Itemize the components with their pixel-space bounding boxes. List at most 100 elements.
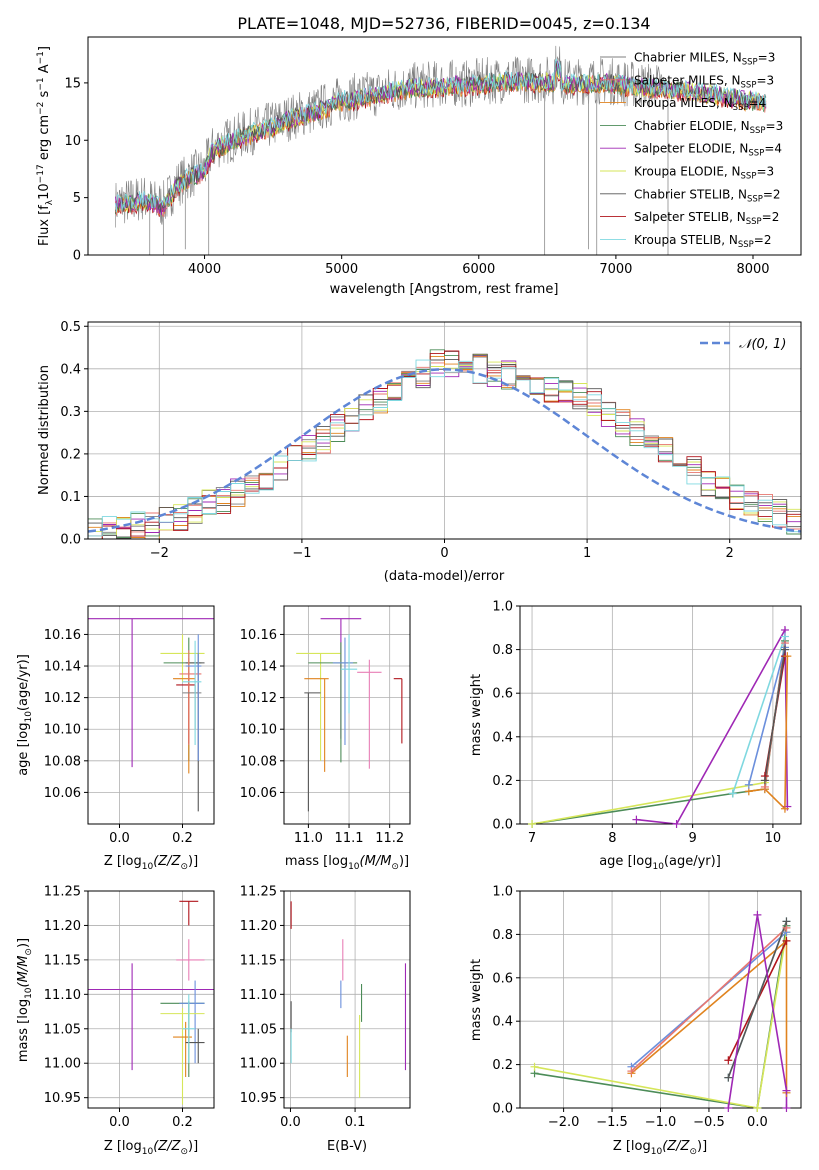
y-tick-label: 11.15 (44, 953, 81, 968)
normal-curve (88, 368, 801, 533)
y-tick-label: 1.0 (492, 885, 513, 900)
y-tick-label: 11.05 (240, 1022, 277, 1037)
mass-y-label: mass [log10(M/M⊙)] (16, 938, 34, 1062)
age-mass-x-label: mass [log10(M/M⊙)] (285, 854, 409, 872)
y-tick-label: 11.10 (44, 988, 81, 1003)
y-tick-label: 10.12 (44, 691, 81, 706)
x-tick-label: 8000 (736, 262, 769, 277)
x-tick-label: 7000 (599, 262, 632, 277)
mass_vs_ebv-axes: 0.0 0.1 10.95 11.00 11.05 11.10 11.15 11.20 11.2… (240, 885, 411, 1130)
y-tick-label: 10.14 (44, 660, 81, 675)
y-tick-label: 0.0 (492, 1102, 513, 1117)
y-tick-label: 11.05 (44, 1022, 81, 1037)
weight-line-kroupa_miles (748, 656, 789, 811)
x-tick-label: −1.5 (596, 1115, 628, 1130)
mass_vs_z-axes: 0.0 0.2 10.95 11.00 11.05 11.10 11.15 11.20 11.2… (44, 885, 215, 1130)
y-tick-label: 0.6 (492, 971, 513, 986)
histogram-salpeter_stelib (88, 350, 801, 539)
residual-y-label: Normed distribution (37, 365, 52, 495)
y-tick-label: 0.4 (492, 1015, 513, 1030)
x-tick-label: −2.0 (548, 1115, 580, 1130)
weight-line-salpeter_elodie (727, 914, 788, 1108)
spectrum-axes: 4000 5000 6000 7000 8000 0 5 10 15 (64, 36, 802, 277)
y-tick-label: 11.25 (44, 885, 81, 900)
spectrum-plot (115, 45, 767, 255)
x-tick-label: 0 (440, 546, 448, 561)
y-tick-label: 10.12 (240, 691, 277, 706)
axes-frame (87, 605, 215, 825)
weight-z-x-label: Z [log10(Z/Z⊙)] (613, 1139, 707, 1157)
y-tick-label: 0.8 (492, 643, 513, 658)
age_vs_z-axes: 0.0 0.2 10.06 10.08 10.10 10.12 10.14 10.16 (44, 605, 215, 846)
spectrum-x-label: wavelength [Angstrom, rest frame] (330, 282, 559, 297)
legend-entry: Chabrier MILES, NSSP=3 (634, 51, 775, 68)
x-tick-label: 9 (688, 831, 696, 846)
x-tick-label: 0.0 (747, 1115, 768, 1130)
weight-line-salpeter_miles (630, 927, 788, 1072)
histogram-kroupa_stelib (88, 359, 801, 539)
weight-line-chabrier_stelib (764, 649, 786, 781)
spectrum-legend: Chabrier MILES, NSSP=3 Salpeter MILES, NS… (600, 51, 783, 250)
spectrum-data-line (115, 45, 665, 228)
x-tick-label: 2 (726, 546, 734, 561)
weight-z-y-label: mass weight (469, 959, 484, 1041)
weight_vs_age-axes: 7 8 9 10 0.0 0.2 0.4 0.6 0.8 1.0 (492, 600, 802, 846)
y-tick-label: 1.0 (492, 600, 513, 615)
x-tick-label: 0.1 (345, 1115, 366, 1130)
x-tick-label: 10 (765, 831, 782, 846)
y-tick-label: 10.16 (240, 628, 277, 643)
x-tick-label: 5000 (325, 262, 358, 277)
mass_vs_ebv-plot (290, 901, 407, 1098)
mass_vs_z-plot (88, 900, 214, 1105)
figure-title: PLATE=1048, MJD=52736, FIBERID=0045, z=0… (237, 14, 650, 33)
y-tick-label: 10.95 (44, 1091, 81, 1106)
y-tick-label: 0.3 (60, 405, 81, 420)
y-tick-label: 0.5 (60, 320, 81, 335)
weight_vs_z-plot (534, 914, 788, 1108)
age-z-x-label: Z [log10(Z/Z⊙)] (104, 854, 198, 872)
y-tick-label: 10.95 (240, 1091, 277, 1106)
y-tick-label: 10 (64, 134, 81, 149)
residuals-plot (88, 349, 801, 539)
x-tick-label: −1.0 (645, 1115, 677, 1130)
x-tick-label: −1 (292, 546, 311, 561)
y-tick-label: 0.2 (492, 1058, 513, 1073)
y-tick-label: 10.06 (240, 786, 277, 801)
x-tick-label: 11.2 (375, 831, 404, 846)
x-tick-label: −0.5 (693, 1115, 725, 1130)
legend-entry: Salpeter MILES, NSSP=3 (634, 73, 774, 90)
y-tick-label: 10.08 (240, 754, 277, 769)
spectrum-y-label: Flux [fλ10−17 erg cm−2 s−1 A−1] (36, 46, 55, 246)
y-tick-label: 11.10 (240, 988, 277, 1003)
weight-line-kroupa_stelib (732, 636, 786, 794)
legend-entry: 𝒩(0, 1) (739, 337, 786, 352)
y-tick-label: 5 (73, 191, 81, 206)
y-tick-label: 11.00 (44, 1057, 81, 1072)
y-tick-label: 15 (64, 76, 81, 91)
x-tick-label: −2 (150, 546, 169, 561)
x-tick-label: 6000 (462, 262, 495, 277)
y-tick-label: 0.4 (60, 362, 81, 377)
y-tick-label: 0.0 (60, 533, 81, 548)
weight-line-kroupa_elodie (534, 932, 788, 1108)
legend-entry: Salpeter STELIB, NSSP=2 (634, 210, 779, 227)
y-tick-label: 0.1 (60, 490, 81, 505)
y-tick-label: 10.10 (240, 723, 277, 738)
y-tick-label: 10.16 (44, 628, 81, 643)
y-tick-label: 0 (73, 249, 81, 264)
y-tick-label: 11.20 (240, 919, 277, 934)
weight-line-chabrier_elodie (531, 640, 786, 824)
x-tick-label: 11.0 (294, 831, 323, 846)
x-tick-label: 0.2 (172, 1115, 193, 1130)
axes-frame (87, 890, 215, 1109)
y-tick-label: 11.00 (240, 1057, 277, 1072)
legend-entry: Salpeter ELODIE, NSSP=4 (634, 142, 782, 159)
y-tick-label: 0.0 (492, 818, 513, 833)
y-tick-label: 11.15 (240, 953, 277, 968)
y-tick-label: 11.20 (44, 919, 81, 934)
y-tick-label: 11.25 (240, 885, 277, 900)
weight-age-y-label: mass weight (469, 674, 484, 756)
weight-line-blue (748, 647, 786, 786)
x-tick-label: 0.0 (109, 1115, 130, 1130)
